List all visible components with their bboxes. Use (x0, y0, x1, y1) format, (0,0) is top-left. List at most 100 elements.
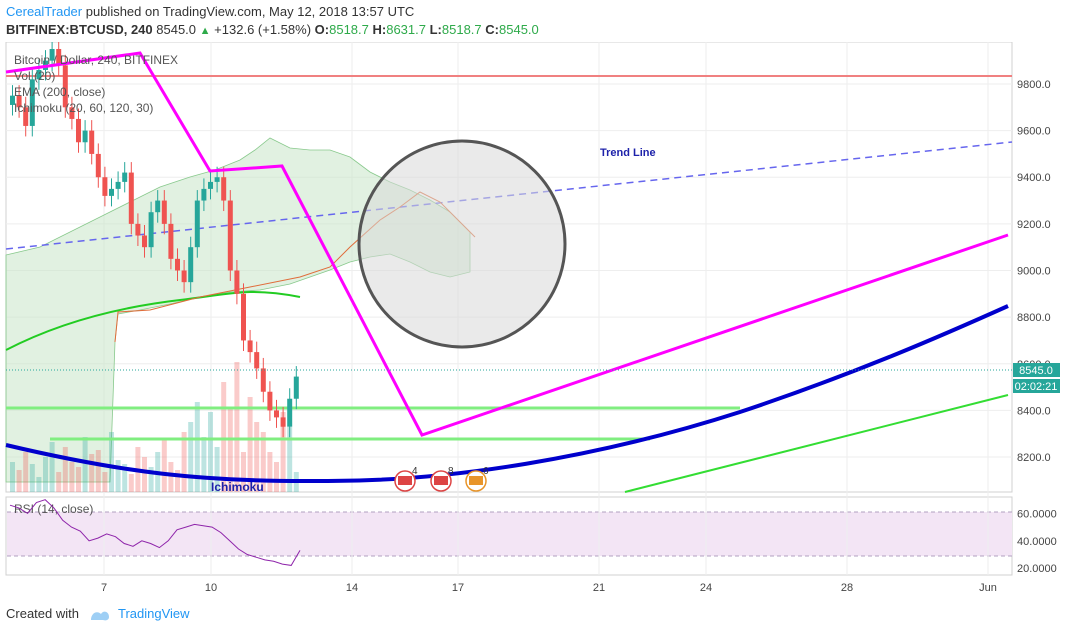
candle-body (241, 293, 246, 341)
rsi-tick: 40.0000 (1017, 536, 1057, 548)
candle-body (188, 247, 194, 283)
rsi-band (7, 512, 1012, 556)
current-price-value: 8545.0 (1019, 365, 1053, 377)
volume-bar (95, 450, 101, 492)
last-price: 8545.0 (156, 22, 197, 37)
countdown-tag (1013, 379, 1060, 393)
price-axis[interactable]: 8200.08400.08600.08800.09000.09200.09400… (1017, 79, 1051, 464)
candle-body (76, 118, 81, 143)
volume-bar (109, 432, 114, 492)
ema-line[interactable] (5, 291, 301, 351)
candle-body (10, 95, 15, 105)
symbol-line: BITFINEX:BTCUSD, 240 8545.0 ▲ +132.6 (+1… (6, 22, 539, 37)
volume-bar (122, 464, 128, 492)
time-axis[interactable]: 7 10 14 17 21 24 28 Jun (101, 582, 997, 594)
tradingview-link[interactable]: TradingView (118, 606, 190, 621)
candle-body (234, 270, 240, 294)
volume-bar (234, 362, 240, 492)
event-count: 6 (483, 466, 489, 477)
candle-body (293, 376, 299, 399)
time-tick: 28 (841, 582, 853, 594)
symbol-label: BITFINEX:BTCUSD, 240 (6, 22, 153, 37)
candle-body (155, 200, 161, 213)
candle-body (148, 212, 154, 248)
time-tick: 10 (205, 582, 217, 594)
created-with-label: Created with (6, 606, 79, 621)
legend-ema: EMA (200, close) (14, 85, 105, 99)
time-tick: 7 (101, 582, 107, 594)
projection-circle[interactable] (357, 139, 567, 349)
volume-bar (128, 474, 134, 492)
volume-bar (161, 440, 167, 492)
volume-bar (247, 397, 253, 492)
volume-bar (43, 457, 48, 492)
up-arrow-icon: ▲ (199, 25, 211, 37)
volume-bar (175, 470, 180, 492)
volume-bar (241, 452, 246, 492)
footer: Created with TradingView (6, 606, 190, 622)
candle-body (23, 107, 29, 126)
close-value: 8545.0 (499, 22, 539, 37)
volume-bar (29, 464, 35, 492)
price-tick: 9600.0 (1017, 126, 1051, 138)
volume-bar (148, 467, 154, 492)
volume-bar (102, 472, 108, 492)
legend: Bitcoin / Dollar, 240, BITFINEX Vol (20)… (14, 53, 178, 115)
event-flag[interactable]: 6 (465, 466, 489, 492)
legend-ichimoku: Ichimoku (20, 60, 120, 30) (14, 101, 153, 115)
candle-body (135, 223, 141, 236)
candle-body (287, 398, 293, 427)
candle-body (260, 368, 266, 392)
event-count: 4 (412, 466, 418, 477)
time-tick: 14 (346, 582, 358, 594)
forecast-path[interactable] (5, 51, 1009, 437)
legend-volume: Vol (20) (14, 69, 55, 83)
candle-body (247, 340, 253, 353)
event-flag[interactable]: 8 (430, 466, 454, 492)
event-flag[interactable]: 4 (394, 466, 418, 492)
volume-bar (208, 412, 213, 492)
volume-bar (62, 447, 68, 492)
candle-body (221, 177, 227, 201)
price-tick: 9800.0 (1017, 79, 1051, 91)
candle-body (82, 130, 88, 143)
legend-title: Bitcoin / Dollar, 240, BITFINEX (14, 53, 178, 67)
candle-body (102, 177, 108, 196)
candles (10, 42, 299, 438)
time-tick: 17 (452, 582, 464, 594)
publish-line: CerealTrader published on TradingView.co… (6, 4, 414, 19)
volume-bar (201, 437, 207, 492)
candle-body (280, 417, 286, 427)
rsi-tick: 20.0000 (1017, 563, 1057, 575)
ichimoku-label: Ichimoku (211, 480, 264, 494)
high-value: 8631.7 (386, 22, 426, 37)
candle-body (201, 188, 207, 201)
candle-body (267, 391, 273, 411)
volume-bar (115, 460, 121, 492)
volume-bar (194, 402, 200, 492)
event-count: 8 (448, 466, 454, 477)
volume-bar (82, 437, 88, 492)
price-tick: 8800.0 (1017, 312, 1051, 324)
candle-body (16, 95, 22, 108)
rising-support-line[interactable] (624, 394, 1009, 493)
time-tick: 21 (593, 582, 605, 594)
open-label: O: (314, 22, 330, 37)
candle-body (36, 69, 42, 80)
candle-body (274, 410, 279, 418)
open-value: 8518.7 (329, 22, 369, 37)
candle-body (194, 200, 200, 248)
author-link[interactable]: CerealTrader (6, 4, 83, 19)
volume-bar (214, 447, 220, 492)
price-tick: 9400.0 (1017, 172, 1051, 184)
volume-bar (227, 407, 233, 492)
price-chart[interactable]: Trend Line Ichimoku 4 8 6 Bitcoin / Doll… (0, 42, 1068, 604)
support-curve[interactable] (5, 304, 1009, 484)
volume-bar (16, 470, 22, 492)
volume-bars (10, 362, 299, 492)
candle-body (161, 200, 167, 224)
volume-bar (142, 457, 147, 492)
price-tick: 8400.0 (1017, 405, 1051, 417)
rsi-axis[interactable]: 60.0000 40.0000 20.0000 (1017, 508, 1057, 575)
volume-bar (49, 442, 55, 492)
